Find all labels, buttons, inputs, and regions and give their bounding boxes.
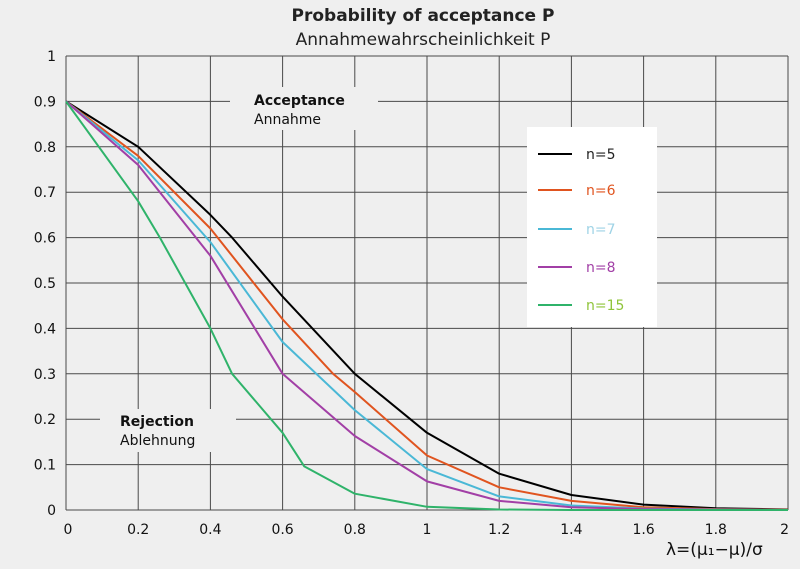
rejection-sublabel: Ablehnung <box>120 433 195 449</box>
x-tick-label: 0.2 <box>127 522 149 538</box>
y-tick-label: 0.4 <box>34 321 56 337</box>
series-line <box>65 100 789 511</box>
legend-label: n=5 <box>586 147 616 163</box>
y-tick-label: 0.5 <box>34 276 56 292</box>
legend: n=5 n=6 n=7 n=8 n=15 <box>538 147 624 314</box>
series-line <box>65 100 789 511</box>
y-tick-label: 0.1 <box>34 458 56 474</box>
rejection-box <box>100 409 236 452</box>
annotation-backgrounds <box>100 87 657 452</box>
x-tick-label: 1.8 <box>705 522 727 538</box>
chart-subtitle: Annahmewahrscheinlichkeit P <box>295 30 551 50</box>
series-line <box>65 100 788 511</box>
x-tick-label: 1 <box>423 522 432 538</box>
rejection-label: Rejection <box>120 414 194 430</box>
y-tick-label: 0 <box>47 503 56 519</box>
x-tick-label: 0.6 <box>271 522 293 538</box>
legend-box <box>527 127 657 327</box>
x-axis-label: λ=(μ₁−μ)/σ <box>666 540 763 560</box>
x-tick-label: 0.8 <box>344 522 366 538</box>
acceptance-box <box>230 87 378 130</box>
y-tick-label: 0.7 <box>34 185 56 201</box>
acceptance-label: Acceptance <box>254 93 345 109</box>
y-tick-label: 1 <box>47 49 56 65</box>
legend-label: n=8 <box>586 260 616 276</box>
legend-label: n=15 <box>586 298 624 314</box>
series-lines <box>65 100 789 511</box>
y-tick-label: 0.9 <box>34 94 56 110</box>
y-tick-label: 0.3 <box>34 367 56 383</box>
x-tick-label: 0 <box>64 522 73 538</box>
y-tick-label: 0.6 <box>34 231 56 247</box>
x-tick-label: 1.2 <box>488 522 510 538</box>
tick-labels: 0 0.2 0.4 0.6 0.8 1 1.2 1.4 1.6 1.8 2 0 0.1 0.2 0.3 0.4… <box>34 49 789 538</box>
x-tick-label: 2 <box>780 522 789 538</box>
x-tick-label: 0.4 <box>199 522 221 538</box>
acceptance-sublabel: Annahme <box>254 112 321 128</box>
x-tick-label: 1.4 <box>560 522 582 538</box>
legend-label: n=6 <box>586 183 616 199</box>
y-tick-label: 0.8 <box>34 140 56 156</box>
chart-title: Probability of acceptance P <box>291 6 555 26</box>
x-tick-label: 1.6 <box>632 522 654 538</box>
y-tick-label: 0.2 <box>34 412 56 428</box>
legend-label: n=7 <box>586 222 616 238</box>
